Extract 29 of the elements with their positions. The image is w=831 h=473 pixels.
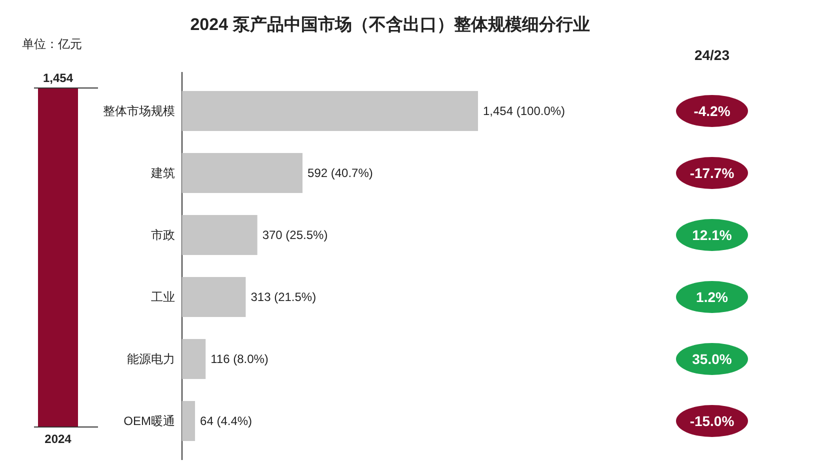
data-label: 12.1% xyxy=(692,227,732,243)
y-tick-label: OEM暖通 xyxy=(124,414,175,428)
data-label: 64 (4.4%) xyxy=(200,414,252,428)
data-label: 1,454 xyxy=(42,71,74,85)
text: 24/23 xyxy=(694,47,730,63)
chart-title: 2024 泵产品中国市场（不含出口）整体规模细分行业 xyxy=(190,15,590,34)
bar xyxy=(182,215,258,255)
data-label: 1,454 (100.0%) xyxy=(483,104,566,118)
bar xyxy=(182,91,478,131)
x-tick-label: 2024 xyxy=(44,432,72,446)
data-label: -17.7% xyxy=(690,165,735,181)
y-tick-label: 工业 xyxy=(151,290,175,304)
data-label: 35.0% xyxy=(692,351,732,367)
bar xyxy=(182,277,246,317)
data-label: 116 (8.0%) xyxy=(210,352,268,366)
bar xyxy=(182,401,196,441)
y-tick-label: 整体市场规模 xyxy=(103,104,175,118)
data-label: 370 (25.5%) xyxy=(262,228,328,242)
data-label: -4.2% xyxy=(694,103,731,119)
data-label: 1.2% xyxy=(696,289,728,305)
y-tick-label: 市政 xyxy=(151,228,175,242)
data-label: -15.0% xyxy=(690,413,735,429)
bar xyxy=(182,153,303,193)
data-label: 313 (21.5%) xyxy=(250,290,316,304)
text: 单位：亿元 xyxy=(22,37,82,51)
bar xyxy=(182,339,206,379)
y-tick-label: 能源电力 xyxy=(127,352,175,366)
y-tick-label: 建筑 xyxy=(150,166,175,180)
data-label: 592 (40.7%) xyxy=(308,166,373,180)
